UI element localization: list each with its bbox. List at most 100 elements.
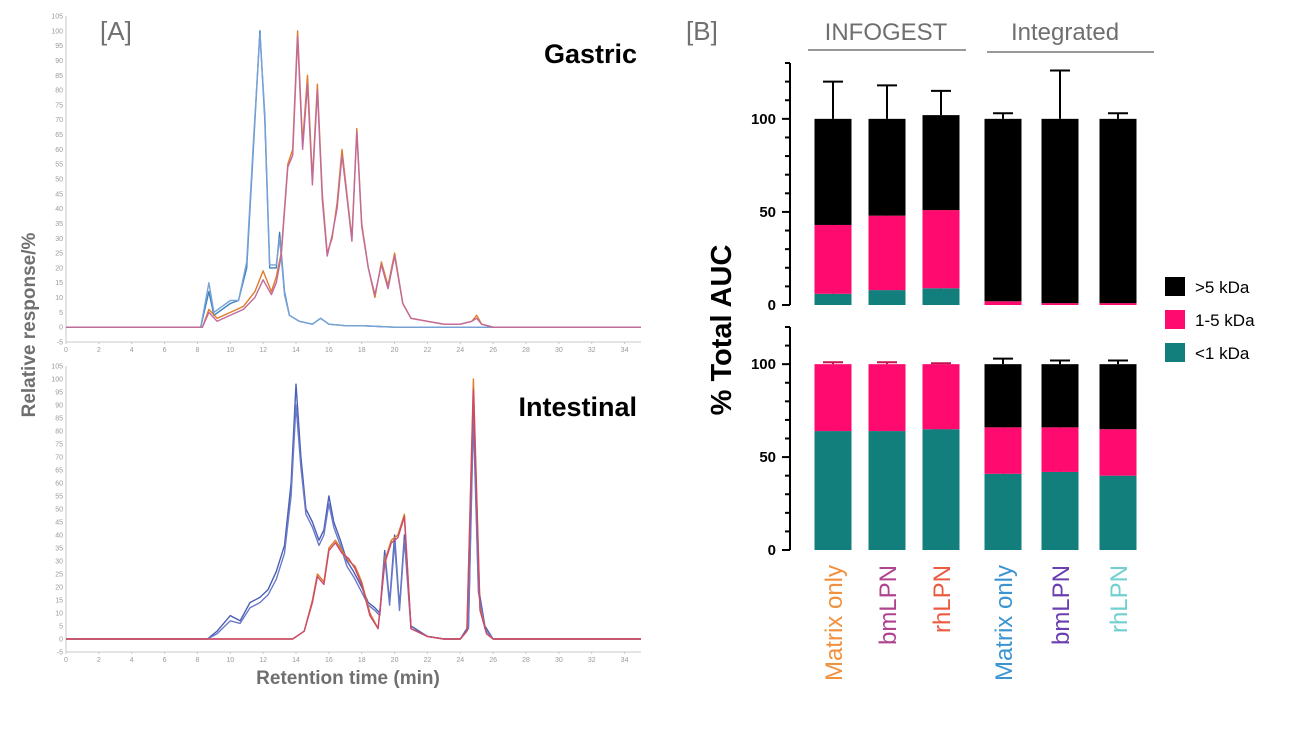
gastric-y-tick-label: 25 — [55, 251, 63, 258]
intestinal-trace-2 — [66, 404, 641, 640]
gastric-x-tick-label: 26 — [489, 347, 497, 354]
gastric-y-tick-label: 60 — [55, 147, 63, 154]
gastric-y-tick-label: 10 — [55, 295, 63, 302]
intestinal-y-tick-label: 65 — [55, 468, 63, 475]
gastric-y-tick-label: 100 — [51, 28, 63, 35]
bar-chart-gastric: 0 50 100 — [751, 62, 1137, 314]
intestinal-x-tick-label: 24 — [456, 657, 464, 664]
intestinal-y-tick-label: 55 — [55, 494, 63, 501]
gastric-x-tick-label: 34 — [621, 347, 629, 354]
intestinal-y-tick-label: 45 — [55, 520, 63, 527]
gastric-y-tick-label: 55 — [55, 162, 63, 169]
category-labels: Matrix only bmLPN rhLPN Matrix only bmLPN rhL… — [821, 565, 1133, 681]
gastric-y-tick-label: 5 — [59, 310, 63, 317]
bar-chart-intestinal: 0 50 100 — [751, 326, 1137, 559]
legend-swatch-gt5 — [1165, 277, 1185, 296]
gastric-y-tick-label: -5 — [57, 340, 63, 347]
gastric-y-tick-label: 70 — [55, 117, 63, 124]
intestinal-y-tick-label: 40 — [55, 533, 63, 540]
gastric-bars-bar-segment — [922, 210, 960, 289]
category-label: bmLPN — [1048, 565, 1075, 645]
intestinal-y-tick-label: 90 — [55, 403, 63, 410]
intestinal-chromatogram: -505101520253035404550556065707580859095… — [51, 364, 641, 664]
gastric-x-tick-label: 12 — [259, 347, 267, 354]
gastric-y-tick-label: 105 — [51, 14, 63, 21]
gastric-x-tick-label: 14 — [292, 347, 300, 354]
intestinal-bars-bar-segment — [1099, 429, 1137, 476]
intestinal-x-tick-label: 20 — [391, 657, 399, 664]
intestinal-bars-bar-segment — [1041, 427, 1079, 472]
gastric-x-tick-label: 30 — [555, 347, 563, 354]
intestinal-bars-bar-segment — [1041, 471, 1079, 550]
gastric-trace-4 — [66, 36, 641, 328]
intestinal-x-tick-label: 16 — [325, 657, 333, 664]
group-label-infogest: INFOGEST — [825, 19, 948, 46]
gastric-chromatogram: -505101520253035404550556065707580859095… — [51, 14, 641, 354]
gastric-trace-2 — [66, 33, 641, 328]
intestinal-x-tick-label: 2 — [97, 657, 101, 664]
gastric-bars-bar-segment — [1041, 118, 1079, 304]
intestinal-y-tick-label: 10 — [55, 611, 63, 618]
intestinal-y-tick-label: 15 — [55, 598, 63, 605]
intestinal-x-tick-label: 32 — [588, 657, 596, 664]
gastric-y-tick-label: 90 — [55, 58, 63, 65]
gastric-y-tick-label: 30 — [55, 236, 63, 243]
intestinal-x-tick-label: 26 — [489, 657, 497, 664]
intestinal-bars-y-tick-label: 0 — [768, 542, 776, 559]
intestinal-x-tick-label: 34 — [621, 657, 629, 664]
intestinal-trace-1 — [66, 383, 641, 640]
legend-label-gt5: >5 kDa — [1195, 278, 1250, 297]
gastric-bars-bar-segment — [1099, 118, 1137, 304]
intestinal-y-tick-label: 100 — [51, 377, 63, 384]
gastric-x-tick-label: 16 — [325, 347, 333, 354]
gastric-x-tick-label: 18 — [358, 347, 366, 354]
gastric-x-tick-label: 22 — [424, 347, 432, 354]
gastric-y-tick-label: 40 — [55, 206, 63, 213]
gastric-x-tick-label: 0 — [64, 347, 68, 354]
intestinal-bars-bar-segment — [1099, 364, 1137, 430]
gastric-x-tick-label: 28 — [522, 347, 530, 354]
intestinal-x-tick-label: 30 — [555, 657, 563, 664]
intestinal-x-tick-label: 6 — [163, 657, 167, 664]
intestinal-bars-bar-segment — [922, 429, 960, 550]
intestinal-trace-4 — [66, 388, 641, 640]
gastric-bars-bar-segment — [868, 290, 906, 305]
gastric-y-tick-label: 20 — [55, 265, 63, 272]
group-label-integrated: Integrated — [1011, 19, 1119, 46]
intestinal-bars-y-tick-label: 50 — [759, 449, 776, 466]
intestinal-y-tick-label: 95 — [55, 390, 63, 397]
gastric-y-tick-label: 45 — [55, 191, 63, 198]
gastric-y-tick-label: 0 — [59, 325, 63, 332]
intestinal-bars-bar-segment — [1041, 364, 1079, 428]
intestinal-y-tick-label: 5 — [59, 624, 63, 631]
intestinal-y-tick-label: 105 — [51, 364, 63, 371]
legend-label-lt1: <1 kDa — [1195, 344, 1250, 363]
gastric-y-tick-label: 65 — [55, 132, 63, 139]
intestinal-x-tick-label: 4 — [130, 657, 134, 664]
gastric-bars-bar-segment — [1099, 303, 1137, 305]
intestinal-bars-bar-segment — [922, 364, 960, 430]
category-label: Matrix only — [821, 565, 848, 681]
gastric-y-tick-label: 95 — [55, 43, 63, 50]
gastric-x-tick-label: 10 — [226, 347, 234, 354]
intestinal-bars-bar-segment — [984, 364, 1022, 428]
gastric-bars-bar-segment — [814, 293, 852, 305]
intestinal-y-tick-label: 75 — [55, 442, 63, 449]
intestinal-x-tick-label: 0 — [64, 657, 68, 664]
gastric-bars-bar-segment — [1041, 303, 1079, 305]
intestinal-y-tick-label: 30 — [55, 559, 63, 566]
intestinal-bars-bar-segment — [984, 473, 1022, 550]
intestinal-bars-bar-segment — [984, 427, 1022, 474]
panel-b-letter: [B] — [686, 16, 718, 46]
category-label: Matrix only — [991, 565, 1018, 681]
gastric-trace-1 — [66, 30, 641, 328]
intestinal-x-tick-label: 10 — [226, 657, 234, 664]
gastric-x-tick-label: 20 — [391, 347, 399, 354]
gastric-y-tick-label: 85 — [55, 73, 63, 80]
intestinal-x-tick-label: 22 — [424, 657, 432, 664]
gastric-bars-y-tick-label: 0 — [768, 297, 776, 314]
panel-a-y-axis-label: Relative response/% — [19, 232, 40, 417]
gastric-x-tick-label: 24 — [456, 347, 464, 354]
